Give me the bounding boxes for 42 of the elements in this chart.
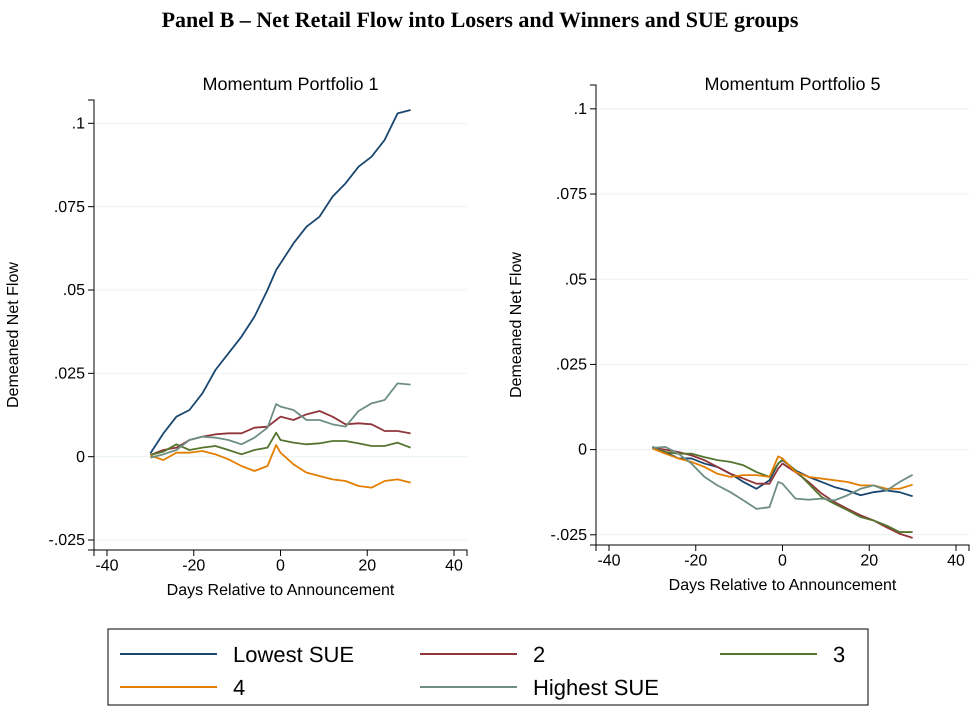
x-tick-label: 40 [947,552,965,570]
x-tick-label: -40 [95,557,119,574]
x-tick-label: 0 [778,552,788,570]
legend-label: 3 [833,642,846,667]
line-series [149,444,412,489]
line-series [651,446,914,510]
y-tick-label: .1 [72,115,86,132]
y-axis-title: Demeaned Net Flow [508,252,525,398]
x-tick-label: 20 [860,552,878,570]
y-tick-label: .025 [54,365,86,382]
line-series [149,432,412,456]
y-tick-label: .05 [564,271,588,288]
x-tick-label: 0 [276,557,286,574]
x-tick-label: 20 [358,557,376,574]
line-series [651,446,914,498]
y-tick-label: .075 [54,198,86,216]
y-tick-label: .075 [556,186,588,204]
y-tick-label: .025 [556,356,588,374]
y-tick-label: .1 [574,100,588,118]
legend-label: 4 [233,675,246,700]
line-series [149,109,412,454]
legend-label: Highest SUE [533,675,659,700]
x-tick-label: -40 [597,552,621,570]
y-tick-label: -.025 [48,532,86,550]
chart-title: Panel B – Net Retail Flow into Losers and Winners and SUE groups [162,7,799,32]
y-axis-title: Demeaned Net Flow [5,262,22,408]
chart-title: Momentum Portfolio 5 [704,74,881,94]
x-tick-label: -20 [684,552,708,570]
y-tick-label: 0 [578,442,588,459]
x-tick-label: 40 [445,557,463,574]
line-series [651,448,914,490]
y-tick-label: .05 [62,282,86,300]
x-axis-title: Days Relative to Announcement [166,582,395,599]
y-tick-label: -.025 [550,526,588,544]
x-tick-label: -20 [182,557,206,574]
y-tick-label: 0 [76,448,86,466]
legend-label: Lowest SUE [233,642,354,667]
chart-subtitle: Momentum Portfolio 1 [202,74,379,94]
line-series [149,382,412,459]
legend-label: 2 [533,642,546,667]
x-axis-title: Days Relative to Announcement [668,577,897,594]
line-series [149,410,412,456]
